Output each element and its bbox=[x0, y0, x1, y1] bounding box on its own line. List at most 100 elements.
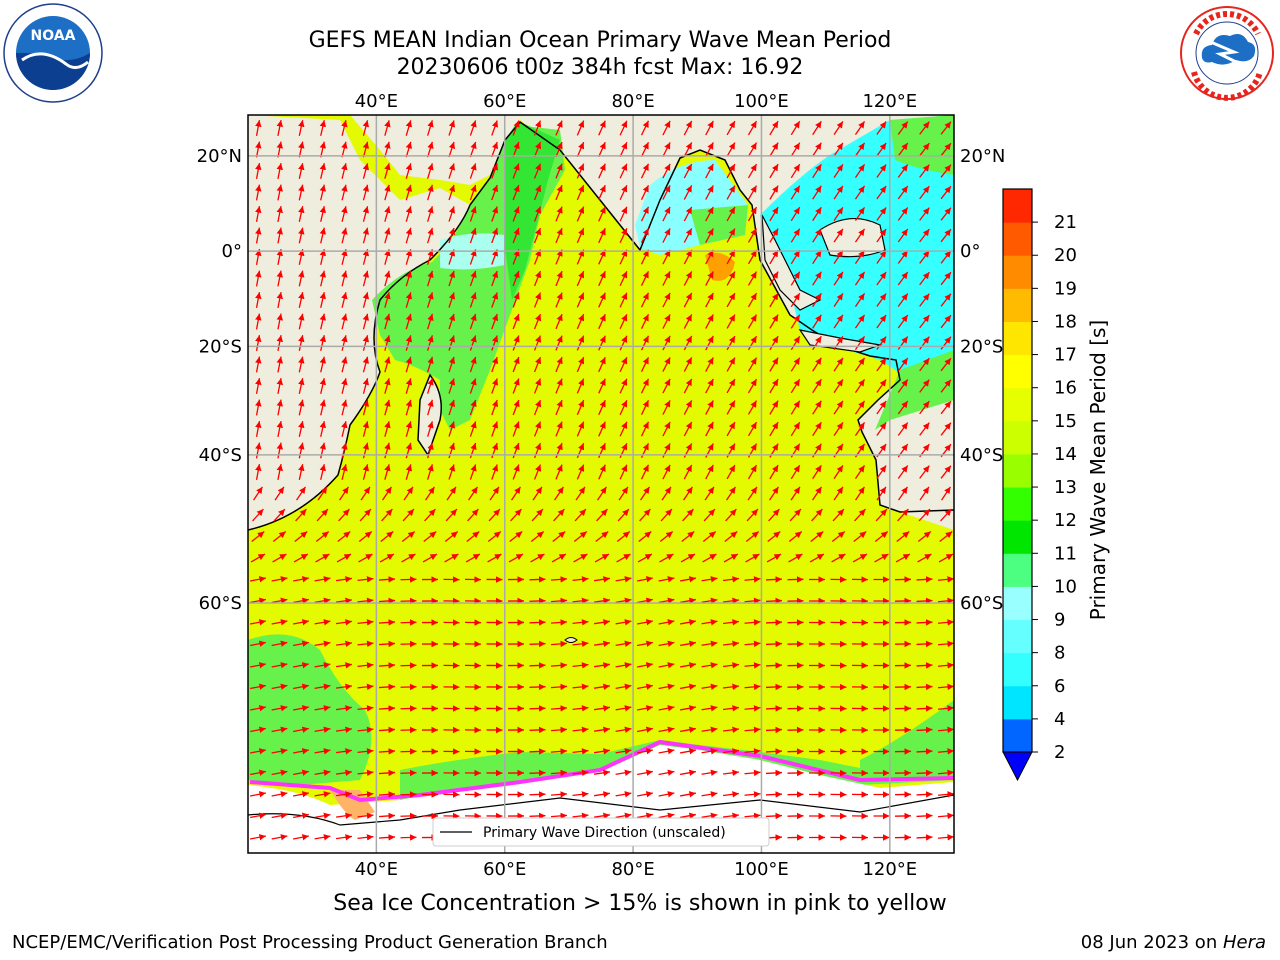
wave-arrow bbox=[615, 769, 632, 776]
wave-arrow bbox=[916, 769, 933, 777]
wave-arrow bbox=[276, 206, 283, 222]
wave-arrow bbox=[427, 378, 434, 394]
lon-label-bottom: 120°E bbox=[862, 859, 917, 880]
wave-arrow bbox=[276, 163, 283, 179]
wave-arrow bbox=[427, 163, 434, 179]
wave-arrow bbox=[319, 184, 327, 201]
wave-arrow bbox=[662, 120, 671, 136]
wave-arrow bbox=[593, 769, 611, 776]
wave-arrow bbox=[615, 597, 632, 604]
wave-arrow bbox=[680, 705, 696, 712]
wave-arrow bbox=[512, 184, 520, 201]
wave-arrow bbox=[405, 141, 413, 158]
wave-arrow bbox=[576, 227, 585, 244]
wave-arrow bbox=[400, 597, 417, 605]
wave-arrow bbox=[701, 726, 718, 733]
noaa-logo-text: NOAA bbox=[31, 28, 76, 44]
colorbar-segment bbox=[1003, 288, 1032, 322]
wave-arrow bbox=[897, 422, 909, 436]
wave-arrow bbox=[512, 270, 520, 287]
wave-arrow bbox=[874, 553, 889, 563]
wave-arrow bbox=[550, 748, 568, 755]
wave-arrow bbox=[572, 683, 589, 691]
wave-arrow bbox=[424, 508, 436, 522]
wave-arrow bbox=[919, 486, 930, 501]
wave-arrow bbox=[598, 206, 606, 222]
wave-arrow bbox=[855, 486, 865, 501]
wave-arrow bbox=[381, 508, 393, 522]
wave-arrow bbox=[598, 292, 606, 308]
wave-arrow bbox=[530, 553, 545, 563]
wave-arrow bbox=[619, 120, 628, 136]
wave-arrow bbox=[362, 227, 370, 244]
wave-arrow bbox=[662, 378, 671, 394]
wave-arrow bbox=[769, 228, 779, 243]
wave-arrow bbox=[250, 683, 266, 690]
wave-arrow bbox=[833, 120, 844, 136]
wave-arrow bbox=[335, 662, 353, 669]
wave-arrow bbox=[271, 662, 288, 669]
wave-arrow bbox=[680, 662, 696, 669]
wave-arrow bbox=[722, 812, 740, 820]
wave-arrow bbox=[272, 553, 287, 563]
wave-arrow bbox=[378, 640, 396, 648]
wave-arrow bbox=[250, 834, 266, 841]
wave-arrow bbox=[598, 249, 606, 265]
wave-arrow bbox=[293, 640, 309, 647]
wave-arrow bbox=[250, 553, 266, 563]
wave-arrow bbox=[573, 553, 588, 563]
wave-arrow bbox=[512, 378, 520, 394]
colorbar-segment bbox=[1003, 453, 1032, 488]
wave-arrow bbox=[314, 662, 331, 669]
wave-arrow bbox=[765, 705, 783, 712]
wave-arrow bbox=[487, 530, 502, 543]
wave-arrow bbox=[357, 834, 374, 841]
wave-arrow bbox=[940, 400, 952, 415]
wave-arrow bbox=[572, 597, 589, 605]
wave-arrow bbox=[293, 597, 309, 604]
wave-arrow bbox=[765, 683, 783, 691]
wave-arrow bbox=[405, 335, 413, 351]
wave-arrow bbox=[276, 464, 283, 480]
colorbar-tick-label: 9 bbox=[1054, 610, 1065, 631]
wave-arrow bbox=[722, 597, 740, 605]
wave-arrow bbox=[726, 120, 736, 136]
colorbar-tick-label: 15 bbox=[1054, 411, 1077, 432]
wave-arrow bbox=[378, 619, 396, 626]
wave-arrow bbox=[405, 120, 413, 136]
wave-arrow bbox=[469, 163, 477, 179]
wave-arrow bbox=[252, 508, 264, 522]
wave-arrow bbox=[640, 292, 650, 308]
wave-arrow bbox=[766, 553, 782, 563]
wave-arrow bbox=[319, 313, 327, 330]
wave-arrow bbox=[529, 576, 546, 583]
wave-arrow bbox=[598, 141, 606, 158]
wave-arrow bbox=[769, 142, 779, 157]
wave-arrow bbox=[640, 271, 650, 286]
wave-arrow bbox=[378, 576, 396, 583]
wave-arrow bbox=[790, 163, 801, 179]
wave-arrow bbox=[876, 207, 887, 221]
wave-arrow bbox=[314, 748, 331, 755]
wave-arrow bbox=[250, 726, 266, 733]
wave-arrow bbox=[765, 726, 783, 734]
wave-arrow bbox=[658, 705, 675, 712]
wave-arrow bbox=[854, 357, 866, 372]
wave-arrow bbox=[469, 249, 477, 265]
wave-arrow bbox=[359, 508, 372, 522]
wave-arrow bbox=[919, 250, 930, 264]
wave-arrow bbox=[726, 206, 736, 222]
wave-arrow bbox=[637, 619, 653, 626]
wave-arrow bbox=[276, 270, 283, 287]
wave-arrow bbox=[619, 421, 628, 437]
wave-arrow bbox=[593, 705, 611, 712]
wave-arrow bbox=[378, 683, 396, 691]
wave-arrow bbox=[335, 748, 353, 755]
lat-label-right: 0° bbox=[960, 241, 980, 262]
wave-arrow bbox=[298, 313, 305, 330]
wave-arrow bbox=[940, 336, 952, 350]
wave-arrow bbox=[617, 508, 630, 522]
wave-arrow bbox=[598, 464, 606, 480]
colorbar-tick-label: 20 bbox=[1054, 245, 1077, 266]
wave-arrow bbox=[937, 597, 954, 605]
